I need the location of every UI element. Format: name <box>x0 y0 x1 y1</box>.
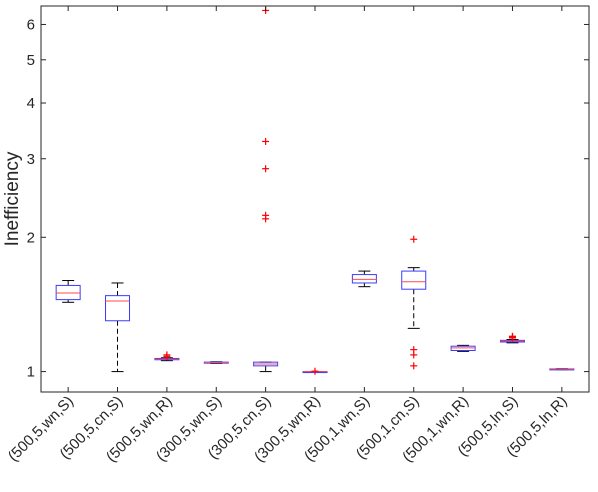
y-tick-label: 6 <box>27 16 35 33</box>
plot-area <box>40 5 590 393</box>
outlier-marker <box>311 367 319 375</box>
outlier-marker <box>410 235 418 243</box>
box-group <box>351 270 377 288</box>
outlier-marker <box>410 346 418 354</box>
outlier-marker <box>410 362 418 370</box>
box <box>401 270 427 290</box>
box <box>105 295 131 322</box>
box-group <box>499 332 525 344</box>
box-group <box>203 361 229 364</box>
y-axis-title: Inefficiency <box>2 151 23 246</box>
box-group <box>55 280 81 303</box>
box-group <box>154 351 180 362</box>
outlier-marker <box>262 211 270 219</box>
box-group <box>105 282 131 373</box>
y-tick-label: 2 <box>27 229 35 246</box>
box-group <box>253 6 279 373</box>
box <box>55 284 81 301</box>
box-group <box>401 235 427 370</box>
box <box>351 274 377 284</box>
box-group <box>302 367 328 375</box>
box-group <box>450 344 476 352</box>
y-tick-label: 5 <box>27 52 35 69</box>
y-tick-label: 3 <box>27 151 35 168</box>
y-tick-label: 4 <box>27 95 35 112</box>
outlier-marker <box>262 165 270 173</box>
y-axis: 1 2 3 4 5 6 <box>27 16 589 381</box>
outlier-marker <box>262 137 270 145</box>
y-tick-label: 1 <box>27 364 35 381</box>
boxes-layer <box>55 6 575 375</box>
box-group <box>549 368 575 371</box>
outlier-marker <box>163 351 171 359</box>
outlier-marker <box>508 332 516 340</box>
